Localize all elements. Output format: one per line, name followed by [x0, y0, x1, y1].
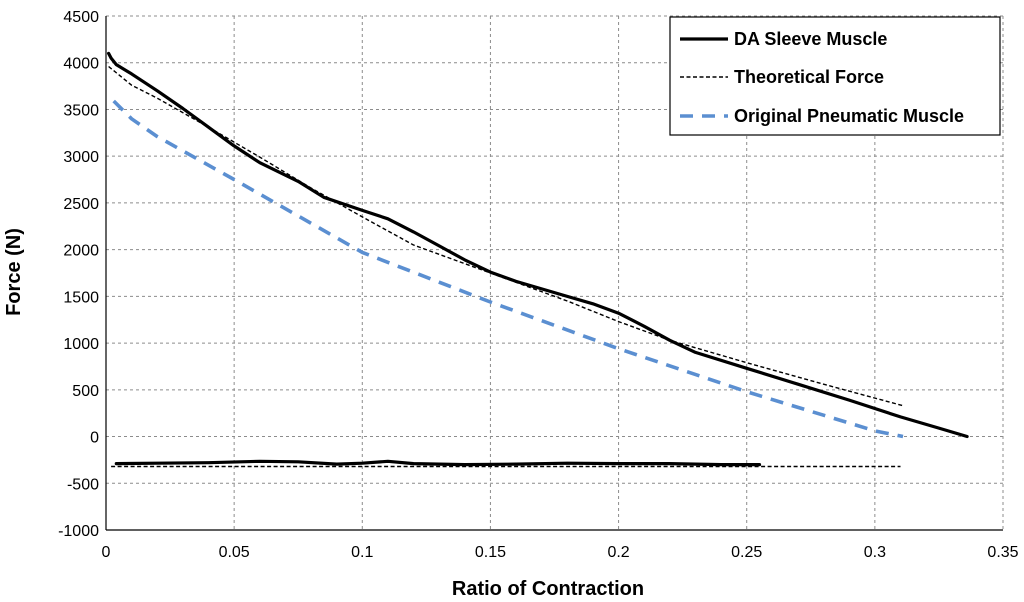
x-axis-title: Ratio of Contraction	[452, 578, 644, 600]
y-tick-label: 4000	[63, 56, 99, 73]
legend-label-da-sleeve-muscle: DA Sleeve Muscle	[734, 29, 887, 49]
y-tick-label: 1000	[63, 336, 99, 353]
y-tick-label: 3000	[63, 149, 99, 166]
series-line-original-pneumatic-muscle	[112, 99, 904, 439]
x-tick-label: 0.1	[351, 544, 373, 561]
x-tick-label: 0.2	[607, 544, 629, 561]
legend-box	[669, 16, 1001, 136]
y-tick-label: -1000	[58, 523, 99, 540]
y-tick-label: 3500	[63, 102, 99, 119]
y-tick-label: 2500	[63, 196, 99, 213]
x-tick-label: 0	[102, 544, 111, 561]
x-tick-label: 0.35	[987, 544, 1018, 561]
y-tick-label: 0	[90, 430, 99, 447]
series-lines	[107, 51, 969, 468]
series-line-da-sleeve-muscle-segment-2	[114, 459, 762, 467]
axes	[105, 16, 1003, 531]
y-tick-label: 500	[72, 383, 99, 400]
x-tick-label: 0.05	[219, 544, 250, 561]
y-tick-label: -500	[67, 476, 99, 493]
y-tick-label: 4500	[63, 9, 99, 26]
legend-label-theoretical-force: Theoretical Force	[734, 67, 884, 87]
x-tick-label: 0.3	[864, 544, 886, 561]
y-axis-title: Force (N)	[3, 228, 25, 316]
legend: DA Sleeve Muscle Theoretical Force Origi…	[669, 16, 1001, 136]
tick-labels: -1000 -500 0 500 1000 1500 2000 2500 3000 3500 400…	[58, 9, 1019, 561]
x-tick-label: 0.15	[475, 544, 506, 561]
y-tick-label: 2000	[63, 243, 99, 260]
y-tick-label: 1500	[63, 289, 99, 306]
legend-label-original-pneumatic-muscle: Original Pneumatic Muscle	[734, 106, 964, 126]
gridlines	[106, 15, 1004, 530]
series-line-theoretical-force	[108, 65, 904, 407]
x-tick-label: 0.25	[731, 544, 762, 561]
series-line-da-sleeve-muscle	[107, 51, 969, 439]
